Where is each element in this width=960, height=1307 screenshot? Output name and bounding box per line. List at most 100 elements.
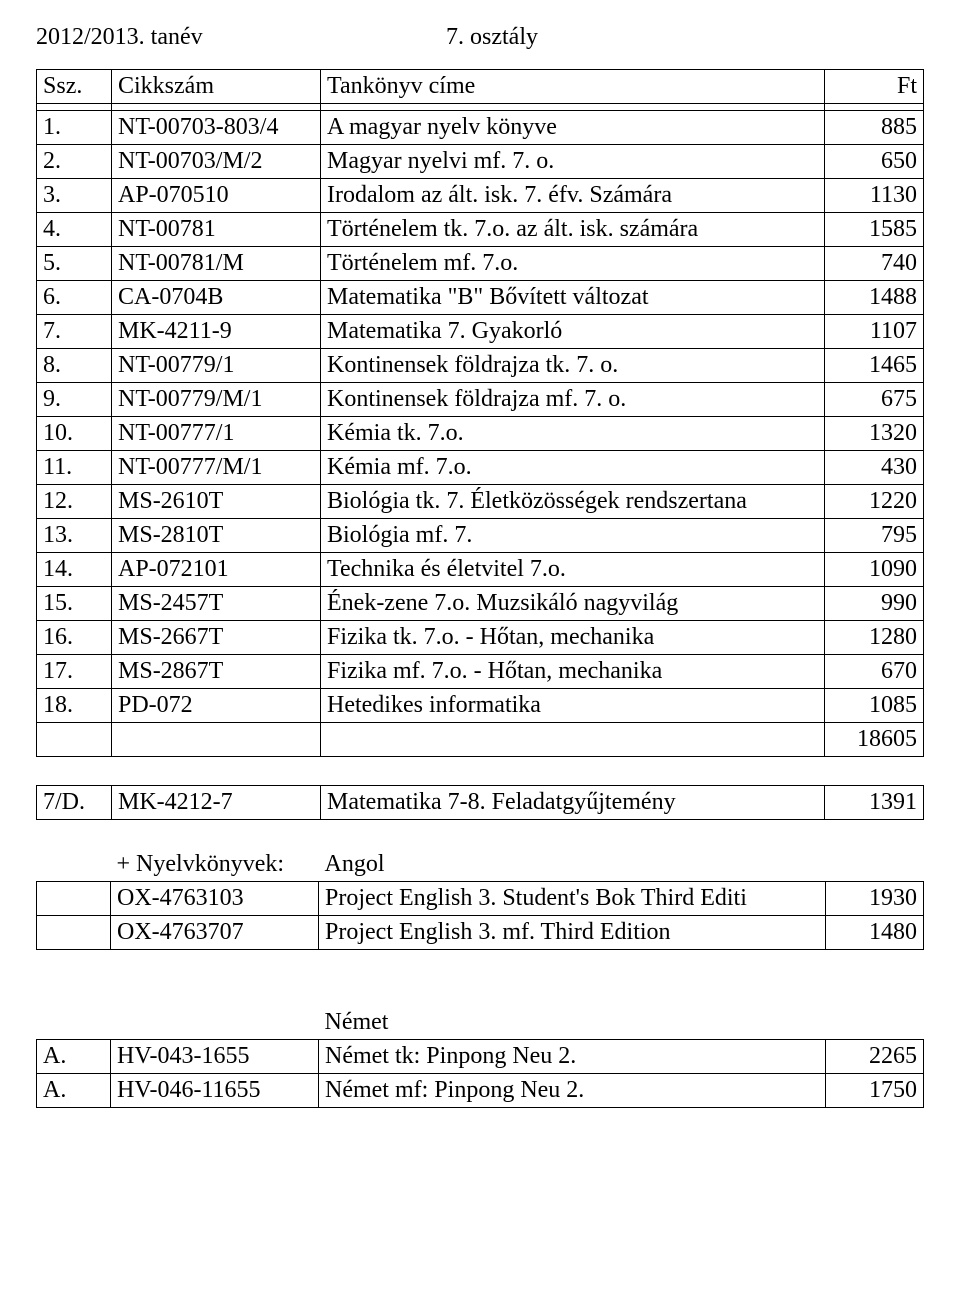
col-header: Ssz. <box>37 70 112 104</box>
row-price: 1930 <box>826 882 924 916</box>
row-num: 7/D. <box>37 786 112 820</box>
row-code: MS-2810T <box>112 519 321 553</box>
row-title: Történelem tk. 7.o. az ált. isk. számára <box>321 213 825 247</box>
row-code: OX-4763707 <box>111 916 319 950</box>
row-title: Magyar nyelvi mf. 7. o. <box>321 145 825 179</box>
row-num: 17. <box>37 655 112 689</box>
row-title: Német mf: Pinpong Neu 2. <box>319 1074 826 1108</box>
table-row: 7/D. MK-4212-7 Matematika 7-8. Feladatgy… <box>37 786 924 820</box>
row-num: 7. <box>37 315 112 349</box>
row-code: NT-00779/1 <box>112 349 321 383</box>
row-price: 1280 <box>825 621 924 655</box>
row-price: 1488 <box>825 281 924 315</box>
row-price: 670 <box>825 655 924 689</box>
row-code: PD-072 <box>112 689 321 723</box>
table-row: 10.NT-00777/1Kémia tk. 7.o.1320 <box>37 417 924 451</box>
table-row: A.HV-043-1655Német tk: Pinpong Neu 2.226… <box>37 1040 924 1074</box>
spacer-row <box>37 104 924 111</box>
table-row: OX-4763103Project English 3. Student's B… <box>37 882 924 916</box>
table-row: 3.AP-070510Irodalom az ált. isk. 7. éfv.… <box>37 179 924 213</box>
row-price: 2265 <box>826 1040 924 1074</box>
row-price: 1085 <box>825 689 924 723</box>
row-code: AP-070510 <box>112 179 321 213</box>
row-num: 3. <box>37 179 112 213</box>
row-code: NT-00781/M <box>112 247 321 281</box>
row-title: Biológia mf. 7. <box>321 519 825 553</box>
row-code: MS-2610T <box>112 485 321 519</box>
row-title: Fizika mf. 7.o. - Hőtan, mechanika <box>321 655 825 689</box>
row-price: 740 <box>825 247 924 281</box>
total-row: 18605 <box>37 723 924 757</box>
table-row: 1.NT-00703-803/4A magyar nyelv könyve885 <box>37 111 924 145</box>
lang-header-row: + Nyelvkönyvek: Angol <box>37 848 924 882</box>
school-year: 2012/2013. tanév <box>36 24 446 51</box>
lang-header-row: Német <box>37 1006 924 1040</box>
extra-table: 7/D. MK-4212-7 Matematika 7-8. Feladatgy… <box>36 785 924 820</box>
row-title: A magyar nyelv könyve <box>321 111 825 145</box>
row-num: 5. <box>37 247 112 281</box>
row-num: 10. <box>37 417 112 451</box>
row-price: 650 <box>825 145 924 179</box>
nemet-title: Német <box>319 1006 826 1040</box>
row-code: MS-2667T <box>112 621 321 655</box>
row-price: 1465 <box>825 349 924 383</box>
row-price: 1107 <box>825 315 924 349</box>
table-row: 6.CA-0704BMatematika "B" Bővített változ… <box>37 281 924 315</box>
row-title: Matematika 7-8. Feladatgyűjtemény <box>321 786 825 820</box>
row-title: Hetedikes informatika <box>321 689 825 723</box>
row-price: 795 <box>825 519 924 553</box>
row-code: MK-4211-9 <box>112 315 321 349</box>
row-num: 9. <box>37 383 112 417</box>
row-num: 15. <box>37 587 112 621</box>
row-title: Matematika 7. Gyakorló <box>321 315 825 349</box>
row-code: MS-2457T <box>112 587 321 621</box>
row-title: Kontinensek földrajza mf. 7. o. <box>321 383 825 417</box>
table-row: 12.MS-2610TBiológia tk. 7. Életközössége… <box>37 485 924 519</box>
row-price: 885 <box>825 111 924 145</box>
table-row: 4.NT-00781Történelem tk. 7.o. az ált. is… <box>37 213 924 247</box>
row-price: 430 <box>825 451 924 485</box>
table-row: 2.NT-00703/M/2Magyar nyelvi mf. 7. o.650 <box>37 145 924 179</box>
grade-level: 7. osztály <box>446 24 538 51</box>
row-num: A. <box>37 1074 111 1108</box>
row-code: MS-2867T <box>112 655 321 689</box>
row-code: CA-0704B <box>112 281 321 315</box>
table-header-row: Ssz. Cikkszám Tankönyv címe Ft <box>37 70 924 104</box>
table-row: 14.AP-072101Technika és életvitel 7.o.10… <box>37 553 924 587</box>
row-code: NT-00781 <box>112 213 321 247</box>
row-title: Matematika "B" Bővített változat <box>321 281 825 315</box>
row-code: NT-00703/M/2 <box>112 145 321 179</box>
row-price: 1130 <box>825 179 924 213</box>
row-title: Kémia tk. 7.o. <box>321 417 825 451</box>
row-num: 2. <box>37 145 112 179</box>
row-num: 4. <box>37 213 112 247</box>
table-row: 11.NT-00777/M/1Kémia mf. 7.o.430 <box>37 451 924 485</box>
nemet-table: Német A.HV-043-1655Német tk: Pinpong Neu… <box>36 1006 924 1108</box>
row-code: NT-00777/1 <box>112 417 321 451</box>
col-header: Cikkszám <box>112 70 321 104</box>
row-title: Biológia tk. 7. Életközösségek rendszert… <box>321 485 825 519</box>
row-num: 12. <box>37 485 112 519</box>
row-code: MK-4212-7 <box>112 786 321 820</box>
row-price: 1090 <box>825 553 924 587</box>
row-title: Project English 3. Student's Bok Third E… <box>319 882 826 916</box>
total-value: 18605 <box>825 723 924 757</box>
table-row: OX-4763707Project English 3. mf. Third E… <box>37 916 924 950</box>
row-num: 1. <box>37 111 112 145</box>
row-title: Kémia mf. 7.o. <box>321 451 825 485</box>
row-num: 14. <box>37 553 112 587</box>
row-num: 13. <box>37 519 112 553</box>
row-price: 1320 <box>825 417 924 451</box>
row-title: Technika és életvitel 7.o. <box>321 553 825 587</box>
row-price: 675 <box>825 383 924 417</box>
table-row: 9.NT-00779/M/1Kontinensek földrajza mf. … <box>37 383 924 417</box>
row-title: Project English 3. mf. Third Edition <box>319 916 826 950</box>
row-num <box>37 916 111 950</box>
table-row: 18.PD-072Hetedikes informatika1085 <box>37 689 924 723</box>
row-num: 11. <box>37 451 112 485</box>
row-title: Történelem mf. 7.o. <box>321 247 825 281</box>
table-row: 8.NT-00779/1Kontinensek földrajza tk. 7.… <box>37 349 924 383</box>
row-title: Német tk: Pinpong Neu 2. <box>319 1040 826 1074</box>
row-code: NT-00779/M/1 <box>112 383 321 417</box>
table-row: 17.MS-2867TFizika mf. 7.o. - Hőtan, mech… <box>37 655 924 689</box>
